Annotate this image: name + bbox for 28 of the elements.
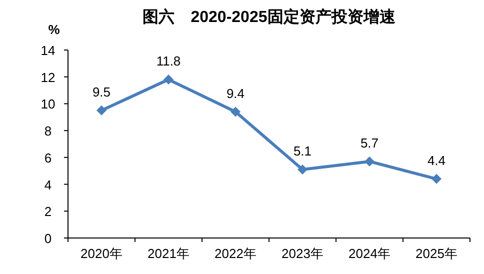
point bbox=[432, 174, 442, 184]
point bbox=[96, 105, 106, 116]
data-label: 9.4 bbox=[226, 86, 245, 101]
x-tick-label: 2020年 bbox=[80, 246, 122, 261]
y-tick-label: 10 bbox=[40, 96, 56, 112]
y-tick-label: 4 bbox=[44, 177, 52, 192]
x-tick-label: 2024年 bbox=[348, 246, 390, 261]
y-axis-title: % bbox=[48, 22, 60, 37]
y-tick-label: 0 bbox=[44, 231, 52, 246]
x-tick-label: 2022年 bbox=[214, 246, 256, 261]
data-label: 5.1 bbox=[293, 144, 312, 159]
data-label: 4.4 bbox=[427, 152, 446, 168]
y-tick-label: 14 bbox=[40, 43, 56, 58]
x-tick-label: 2025年 bbox=[416, 246, 458, 261]
y-tick-label: 8 bbox=[44, 124, 52, 139]
data-label: 11.8 bbox=[156, 54, 181, 69]
y-tick-label: 2 bbox=[44, 204, 52, 220]
point bbox=[364, 156, 374, 166]
chart-title: 图六 2020-2025固定资产投资增速 bbox=[142, 8, 396, 26]
point bbox=[164, 74, 174, 85]
x-tick-label: 2023年 bbox=[282, 246, 324, 261]
x-tick-label: 2021年 bbox=[148, 246, 190, 261]
y-tick-label: 12 bbox=[40, 70, 56, 85]
point bbox=[230, 106, 240, 117]
y-tick-label: 6 bbox=[44, 150, 52, 166]
point bbox=[298, 164, 308, 175]
data-label: 9.5 bbox=[92, 84, 111, 100]
data-label: 5.7 bbox=[360, 135, 379, 150]
